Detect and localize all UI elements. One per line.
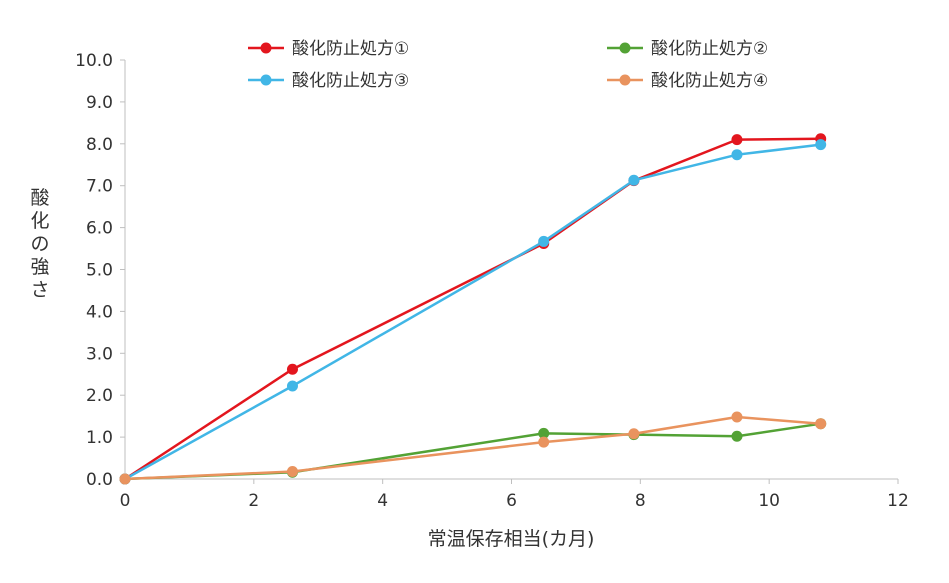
data-point <box>815 418 827 430</box>
data-point <box>731 149 743 161</box>
legend: 酸化防止処方① 酸化防止処方② 酸化防止処方③ 酸化防止処方④ <box>248 39 768 91</box>
series-4 <box>119 411 827 485</box>
y-tick-label: 1.0 <box>86 428 113 448</box>
y-axis-title-char: の <box>30 233 49 255</box>
x-tick-labels: 0 2 4 6 8 10 12 <box>120 491 909 511</box>
data-point <box>815 139 827 151</box>
y-tick-labels: 0.0 1.0 2.0 3.0 4.0 5.0 6.0 7.0 8.0 9.0 10.0 <box>75 51 113 490</box>
legend-item-4: 酸化防止処方④ <box>607 71 768 91</box>
data-point <box>538 427 550 439</box>
series-3 <box>119 139 827 485</box>
data-point <box>731 411 743 423</box>
x-tick-label: 2 <box>248 491 259 511</box>
legend-item-3: 酸化防止処方③ <box>248 71 409 91</box>
y-tick-label: 0.0 <box>86 470 113 490</box>
y-tick-label: 5.0 <box>86 261 113 281</box>
data-point <box>538 235 550 247</box>
legend-swatch-marker <box>619 74 631 86</box>
y-tick-label: 6.0 <box>86 219 113 239</box>
legend-label: 酸化防止処方④ <box>651 71 768 91</box>
x-axis-title: 常温保存相当(カ月) <box>428 528 595 550</box>
x-tick-label: 10 <box>758 491 780 511</box>
y-tick-label: 3.0 <box>86 344 113 364</box>
y-axis-title-char: 強 <box>30 256 49 278</box>
data-point <box>538 436 550 448</box>
x-tick-label: 4 <box>377 491 388 511</box>
data-point <box>628 428 640 440</box>
legend-item-1: 酸化防止処方① <box>248 39 409 59</box>
legend-swatch-marker <box>619 42 631 54</box>
plot-area <box>119 133 827 485</box>
legend-item-2: 酸化防止処方② <box>607 39 768 59</box>
x-tick-label: 12 <box>887 491 909 511</box>
data-point <box>628 174 640 186</box>
y-tick-label: 4.0 <box>86 302 113 322</box>
axes <box>120 59 899 484</box>
data-point <box>286 363 298 375</box>
series-line <box>124 137 821 481</box>
series-line <box>124 143 821 481</box>
y-tick-label: 9.0 <box>86 93 113 113</box>
data-point <box>731 134 743 146</box>
y-tick-label: 8.0 <box>86 135 113 155</box>
x-tick-label: 6 <box>506 491 517 511</box>
legend-label: 酸化防止処方③ <box>292 71 409 91</box>
x-tick-label: 0 <box>120 491 131 511</box>
data-point <box>731 430 743 442</box>
series-line <box>124 415 821 481</box>
legend-label: 酸化防止処方① <box>292 39 409 59</box>
data-point <box>119 473 131 485</box>
x-tick-label: 8 <box>635 491 646 511</box>
legend-swatch-marker <box>260 74 272 86</box>
y-tick-label: 7.0 <box>86 177 113 197</box>
series-1 <box>119 133 827 485</box>
data-point <box>286 465 298 477</box>
y-tick-label: 2.0 <box>86 386 113 406</box>
y-axis-title-char: 酸 <box>30 187 49 209</box>
y-axis-title-char: さ <box>30 279 49 301</box>
legend-swatch-marker <box>260 42 272 54</box>
y-axis-title-char: 化 <box>30 210 49 232</box>
y-tick-label: 10.0 <box>75 51 113 71</box>
data-point <box>286 380 298 392</box>
legend-label: 酸化防止処方② <box>651 39 768 59</box>
